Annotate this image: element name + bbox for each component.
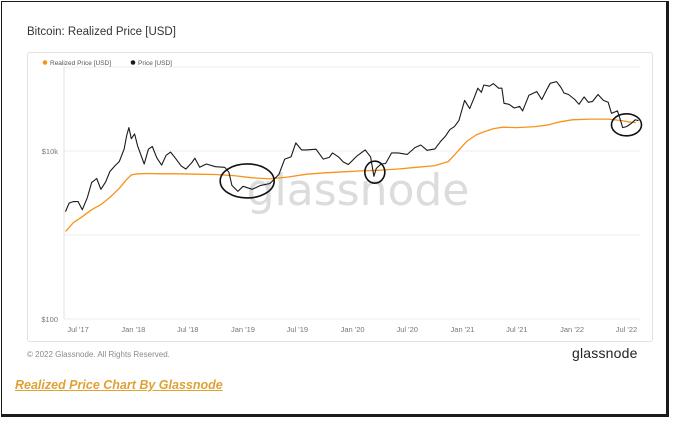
x-tick-label: Jul '21 — [506, 325, 527, 334]
x-tick-label: Jan '21 — [451, 325, 475, 334]
x-tick-label: Jul '22 — [616, 325, 637, 334]
chart-svg: glassnode $100 $10k Jul '17 Jan '18 Jul '18 J… — [41, 60, 643, 334]
x-tick-label: Jul '19 — [287, 325, 308, 334]
legend-label: Price [USD] — [138, 60, 172, 67]
x-tick-label: Jul '18 — [177, 325, 198, 334]
x-tick-label: Jul '20 — [397, 325, 418, 334]
chart-title: Bitcoin: Realized Price [USD] — [27, 26, 176, 38]
realized-price-line — [65, 118, 636, 232]
caption-link[interactable]: Realized Price Chart By Glassnode — [15, 378, 223, 392]
axes: $100 $10k Jul '17 Jan '18 Jul '18 Jan '19 Jul … — [41, 67, 637, 334]
annotation-circle — [610, 113, 643, 137]
x-tick-label: Jan '20 — [341, 325, 365, 334]
x-tick-label: Jan '18 — [121, 325, 145, 334]
annotation-circle — [364, 160, 386, 184]
x-tick-label: Jul '17 — [67, 325, 88, 334]
y-tick-label: $100 — [41, 315, 58, 324]
legend-marker — [42, 60, 48, 65]
legend-marker — [130, 60, 136, 65]
legend-label: Realized Price [USD] — [50, 60, 111, 67]
annotation-circles — [219, 113, 643, 199]
series-layer — [64, 81, 639, 232]
y-tick-label: $10k — [42, 147, 59, 156]
brand-logo: glassnode — [572, 345, 638, 361]
legend: Realized Price [USD] Price [USD] — [42, 60, 172, 67]
watermark: glassnode — [247, 165, 470, 216]
x-tick-label: Jan '22 — [560, 325, 584, 334]
grid-lines — [64, 66, 640, 320]
chart-area: glassnode $100 $10k Jul '17 Jan '18 Jul '18 J… — [27, 52, 653, 342]
annotation-circle — [219, 163, 275, 199]
copyright-text: © 2022 Glassnode. All Rights Reserved. — [27, 350, 170, 359]
price-line — [64, 81, 639, 212]
x-tick-label: Jan '19 — [231, 325, 255, 334]
